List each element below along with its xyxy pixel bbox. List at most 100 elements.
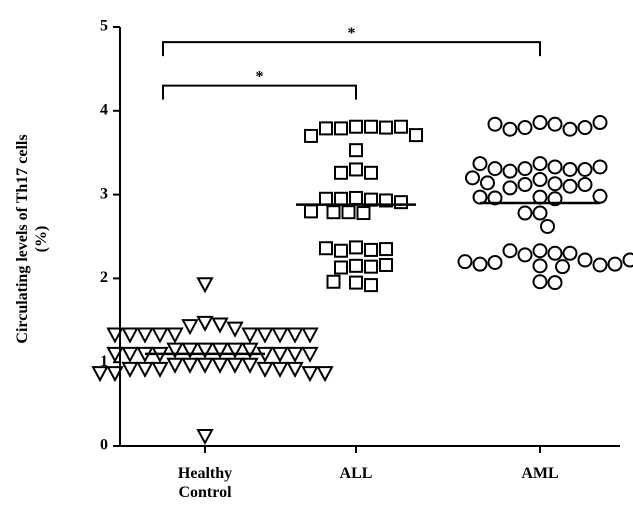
point: [487, 161, 503, 177]
point: [517, 205, 533, 221]
point: [562, 178, 578, 194]
point: [502, 243, 518, 259]
point: [211, 357, 229, 374]
point: [364, 242, 378, 257]
point: [166, 327, 184, 344]
point: [286, 327, 304, 344]
x-tick-label: AML: [521, 465, 559, 482]
point: [181, 357, 199, 374]
point: [562, 161, 578, 177]
point: [472, 189, 488, 205]
point: [364, 165, 378, 180]
point: [211, 342, 229, 359]
significance-label: *: [256, 68, 264, 85]
point: [226, 321, 244, 338]
y-tick-label: 5: [100, 18, 108, 35]
point: [607, 256, 623, 272]
y-tick-label: 1: [100, 353, 108, 370]
point: [472, 156, 488, 172]
point: [517, 177, 533, 193]
point: [334, 165, 348, 180]
y-tick-label: 4: [100, 101, 108, 118]
point: [547, 116, 563, 132]
point: [301, 346, 319, 363]
point: [457, 254, 473, 270]
point: [349, 275, 363, 290]
point: [181, 342, 199, 359]
point: [121, 346, 139, 363]
y-tick-label: 0: [100, 437, 108, 454]
point: [592, 188, 608, 204]
point: [562, 121, 578, 137]
point: [196, 342, 214, 359]
point: [349, 162, 363, 177]
point: [349, 258, 363, 273]
point: [349, 143, 363, 158]
point: [226, 342, 244, 359]
point: [502, 180, 518, 196]
point: [106, 327, 124, 344]
point: [226, 357, 244, 374]
point: [379, 242, 393, 257]
point: [211, 317, 229, 334]
point: [301, 366, 319, 383]
point: [547, 176, 563, 192]
point: [241, 342, 259, 359]
point: [364, 278, 378, 293]
point: [394, 195, 408, 210]
significance-bracket: [162, 84, 357, 100]
point: [532, 189, 548, 205]
point: [319, 191, 333, 206]
point: [181, 319, 199, 336]
point: [577, 161, 593, 177]
point: [517, 120, 533, 136]
point: [592, 159, 608, 175]
point: [532, 205, 548, 221]
point: [532, 156, 548, 172]
point: [304, 128, 318, 143]
point: [106, 346, 124, 363]
point: [349, 190, 363, 205]
point: [319, 121, 333, 136]
point: [480, 175, 495, 191]
point: [487, 190, 503, 206]
point: [472, 256, 488, 272]
point: [502, 163, 518, 179]
point: [166, 357, 184, 374]
point: [517, 161, 533, 177]
y-axis-label: Circulating levels of Th17 cells (%): [14, 134, 50, 344]
point: [349, 240, 363, 255]
point: [196, 428, 214, 446]
point: [341, 205, 356, 220]
point: [106, 366, 124, 383]
point: [487, 254, 503, 270]
point: [319, 241, 333, 256]
point: [196, 357, 214, 374]
point: [301, 327, 319, 344]
x-tick-label: Healthy Control: [177, 465, 233, 501]
point: [547, 275, 563, 291]
point: [517, 247, 533, 263]
point: [334, 243, 348, 258]
point: [304, 204, 318, 219]
point: [555, 259, 570, 275]
point: [151, 327, 169, 344]
point: [364, 119, 378, 134]
significance-label: *: [348, 25, 356, 42]
point: [532, 243, 548, 259]
significance-bracket: [162, 41, 541, 57]
point: [334, 121, 348, 136]
point: [334, 260, 348, 275]
point: [379, 193, 393, 208]
point: [271, 327, 289, 344]
point: [577, 177, 593, 193]
point: [316, 366, 334, 383]
point: [241, 357, 259, 374]
point: [256, 327, 274, 344]
point: [379, 257, 393, 272]
point: [547, 159, 563, 175]
point: [592, 115, 608, 131]
point: [286, 361, 304, 379]
